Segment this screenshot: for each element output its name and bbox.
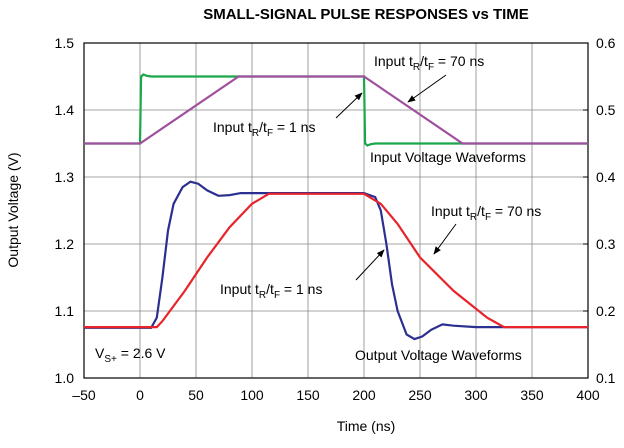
- x-tick-label: 300: [464, 387, 488, 403]
- annotation-text: Input t: [213, 119, 252, 135]
- annotation-text: = 1 ns: [280, 281, 322, 297]
- y2-tick-label: 0.1: [596, 370, 616, 386]
- y2-tick-label: 0.3: [596, 236, 616, 252]
- annotation: Input tR/tF = 1 ns: [220, 281, 322, 301]
- annotation-subscript: R: [470, 212, 477, 223]
- y-tick-label: 1.2: [55, 236, 75, 252]
- plot-area: –50 0 50 100 150 200 250 300 350 400 1.0 1.1 1.2 1.3 1…: [55, 35, 616, 403]
- x-tick-label: 350: [520, 387, 544, 403]
- arrow: [355, 249, 385, 281]
- annotation-text: /t: [266, 281, 274, 297]
- y2-tick-label: 0.5: [596, 102, 616, 118]
- annotation: Input tR/tF = 70 ns: [374, 53, 484, 73]
- y-tick-label: 1.4: [55, 102, 75, 118]
- annotation-subscript: S+: [104, 354, 117, 365]
- annotation-subscript: R: [259, 290, 266, 301]
- plot-frame: [83, 42, 589, 379]
- annotation-subscript: R: [413, 62, 420, 73]
- annotation: Input Voltage Waveforms: [370, 149, 526, 165]
- x-tick-label: 100: [240, 387, 264, 403]
- y-tick-label: 1.3: [55, 169, 75, 185]
- y-tick-label: 1.0: [55, 370, 75, 386]
- annotation-text: V: [95, 345, 105, 361]
- x-tick-label: 50: [188, 387, 204, 403]
- annotation-text: = 70 ns: [434, 53, 484, 69]
- annotation-subscript: R: [252, 128, 259, 139]
- annotation: Input tR/tF = 1 ns: [213, 119, 315, 139]
- y-tick-label: 1.5: [55, 35, 75, 51]
- annotation: Input tR/tF = 70 ns: [431, 203, 541, 223]
- annotation-text: = 1 ns: [273, 119, 315, 135]
- annotation-text: Input Voltage Waveforms: [370, 149, 526, 165]
- chart-title: SMALL-SIGNAL PULSE RESPONSES vs TIME: [203, 6, 529, 23]
- arrow: [335, 92, 363, 119]
- annotation-text: Input t: [431, 203, 470, 219]
- arrow: [407, 74, 447, 103]
- annotation-subscript: F: [267, 128, 273, 139]
- series-line: [84, 75, 588, 145]
- annotation: VS+ = 2.6 V: [95, 345, 166, 365]
- annotation-subscript: F: [274, 290, 280, 301]
- x-tick-label: 400: [576, 387, 600, 403]
- y2-tick-label: 0.2: [596, 303, 616, 319]
- y2-tick-label: 0.4: [596, 169, 616, 185]
- annotation-text: /t: [259, 119, 267, 135]
- series-line: [84, 192, 588, 329]
- annotation-subscript: F: [485, 212, 491, 223]
- x-tick-label: 150: [296, 387, 320, 403]
- annotation-text: Input t: [220, 281, 259, 297]
- x-tick-label: 250: [408, 387, 432, 403]
- x-tick-label: 200: [352, 387, 376, 403]
- annotation-text: = 2.6 V: [117, 345, 166, 361]
- y-axis-label: Output Voltage (V): [5, 152, 21, 267]
- annotation-text: /t: [477, 203, 485, 219]
- annotation-text: Input t: [374, 53, 413, 69]
- arrow: [433, 223, 457, 255]
- y-tick-label: 1.1: [55, 303, 75, 319]
- annotation-text: = 70 ns: [491, 203, 541, 219]
- annotation-text: Output Voltage Waveforms: [355, 347, 522, 363]
- annotation-subscript: F: [428, 62, 434, 73]
- x-tick-label: –50: [72, 387, 96, 403]
- annotation-text: /t: [420, 53, 428, 69]
- x-axis-label: Time (ns): [337, 418, 396, 434]
- y2-tick-label: 0.6: [596, 35, 616, 51]
- x-tick-label: 0: [136, 387, 144, 403]
- annotation: Output Voltage Waveforms: [355, 347, 522, 363]
